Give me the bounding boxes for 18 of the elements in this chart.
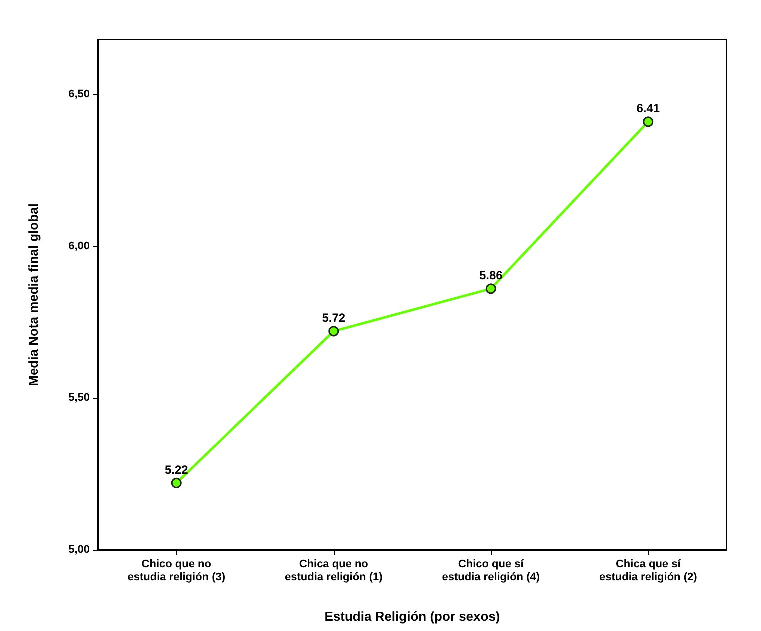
y-tick-label: 6,50 bbox=[68, 88, 90, 101]
y-tick-label: 5,50 bbox=[68, 392, 90, 404]
x-tick-label: Chica que sí estudia religión (2) bbox=[599, 558, 698, 584]
x-tick-label: Chico que no estudia religión (3) bbox=[128, 558, 226, 584]
x-tick-label: Chico que sí estudia religión (4) bbox=[442, 558, 540, 584]
data-label: 6.41 bbox=[636, 102, 660, 116]
point bbox=[328, 326, 340, 337]
x-axis-title: Estudia Religión (por sexos) bbox=[324, 609, 500, 624]
point bbox=[171, 478, 182, 488]
data-label: 5.86 bbox=[479, 268, 504, 283]
point bbox=[486, 284, 496, 294]
y-axis-title: Media Nota media final global bbox=[26, 204, 41, 386]
data-label: 5.72 bbox=[322, 311, 346, 326]
x-tick-label: Chica que no estudia religión (1) bbox=[284, 558, 384, 584]
point bbox=[643, 116, 654, 128]
y-tick-label: 6,00 bbox=[68, 240, 90, 252]
y-tick-label: 5,00 bbox=[68, 544, 90, 556]
data-label: 5.22 bbox=[164, 462, 189, 477]
